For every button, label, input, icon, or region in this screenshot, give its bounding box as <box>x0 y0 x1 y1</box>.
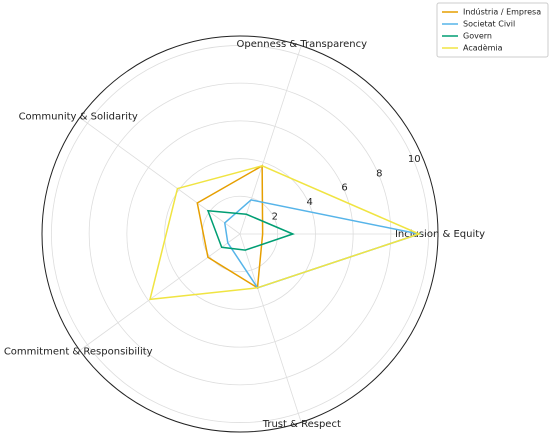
spoke <box>79 117 241 235</box>
r-tick-label: 2 <box>272 212 278 223</box>
legend-label: Acadèmia <box>463 43 503 53</box>
category-label: Openness & Transparency <box>237 39 368 50</box>
category-label: Commitment & Responsibility <box>4 347 153 358</box>
series-line <box>149 165 422 301</box>
r-tick-label: 6 <box>341 183 347 194</box>
legend: Indústria / Empresa Societat Civil Govern A… <box>436 2 549 58</box>
r-tick-label: 8 <box>376 168 382 179</box>
series-line <box>206 209 295 251</box>
spoke <box>239 45 302 235</box>
legend-frame <box>436 2 549 58</box>
category-label: Inclusion & Equity <box>395 229 485 240</box>
r-tick-label: 4 <box>306 197 312 208</box>
legend-label: Govern <box>463 32 492 41</box>
r-tick-label: 10 <box>408 154 421 165</box>
category-label: Trust & Respect <box>262 419 341 430</box>
spoke <box>79 233 241 351</box>
legend-label: Societat Civil <box>463 20 515 29</box>
legend-label: Indústria / Empresa <box>463 8 541 17</box>
series-line <box>196 164 264 290</box>
outer-frame <box>41 35 439 433</box>
category-label: Community & Solidarity <box>19 111 138 122</box>
spoke <box>239 233 302 423</box>
